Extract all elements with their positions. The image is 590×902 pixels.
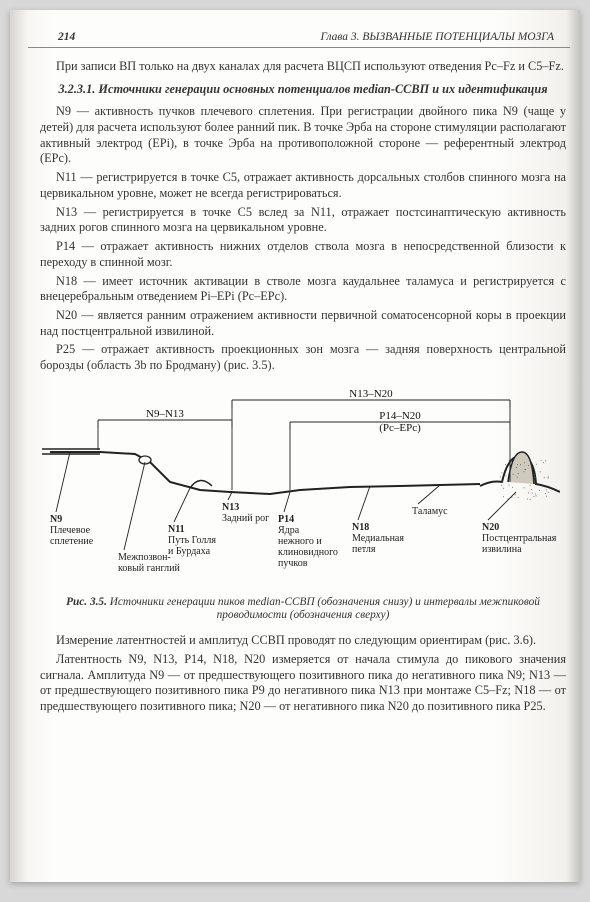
svg-text:Ядра: Ядра bbox=[278, 525, 300, 536]
definitions-block: N9 — активность пучков плечевого сплетен… bbox=[40, 104, 566, 374]
svg-text:P14–N20: P14–N20 bbox=[379, 410, 421, 422]
svg-text:Медиальная: Медиальная bbox=[352, 533, 404, 544]
after-figure-block: Измерение латентностей и амплитуд ССВП п… bbox=[40, 633, 566, 715]
definition-paragraph: N11 — регистрируется в точке C5, отражае… bbox=[40, 170, 566, 201]
svg-text:Путь Голля: Путь Голля bbox=[168, 535, 216, 546]
chapter-title: Глава 3. ВЫЗВАННЫЕ ПОТЕНЦИАЛЫ МОЗГА bbox=[321, 30, 554, 45]
svg-text:Межпозвон-: Межпозвон- bbox=[118, 552, 171, 563]
figure-caption-ref: Рис. 3.5. bbox=[66, 596, 107, 608]
after-figure-paragraph: Измерение латентностей и амплитуд ССВП п… bbox=[40, 633, 566, 649]
after-figure-paragraph: Латентность N9, N13, P14, N18, N20 измер… bbox=[40, 652, 566, 715]
figure-3-5: N13–N20 N9–N13 P14–N20(Pc–EPc) N9Плечевоесп… bbox=[40, 382, 560, 592]
svg-text:N11: N11 bbox=[168, 524, 185, 535]
figure-svg: N13–N20 N9–N13 P14–N20(Pc–EPc) N9Плечевоесп… bbox=[40, 382, 560, 592]
svg-text:N20: N20 bbox=[482, 522, 499, 533]
definition-paragraph: N9 — активность пучков плечевого сплетен… bbox=[40, 104, 566, 167]
svg-text:и Бурдаха: и Бурдаха bbox=[168, 546, 211, 557]
figure-caption: Рис. 3.5. Источники генерации пиков medi… bbox=[50, 596, 556, 623]
svg-text:N9: N9 bbox=[50, 514, 62, 525]
intro-paragraph: При записи ВП только на двух каналах для… bbox=[40, 59, 566, 75]
svg-text:P14: P14 bbox=[278, 514, 294, 525]
definition-paragraph: N13 — регистрируется в точке C5 вслед за… bbox=[40, 205, 566, 236]
svg-text:Таламус: Таламус bbox=[412, 506, 448, 517]
svg-text:сплетение: сплетение bbox=[50, 536, 94, 547]
svg-text:ковый ганглий: ковый ганглий bbox=[118, 563, 180, 574]
definition-paragraph: N18 — имеет источник активации в стволе … bbox=[40, 274, 566, 305]
definition-paragraph: P14 — отражает активность нижних отделов… bbox=[40, 239, 566, 270]
svg-text:Постцентральная: Постцентральная bbox=[482, 533, 557, 544]
svg-text:N13–N20: N13–N20 bbox=[349, 388, 393, 400]
svg-text:N18: N18 bbox=[352, 522, 369, 533]
svg-text:пучков: пучков bbox=[278, 558, 308, 569]
section-title: 3.2.3.1. Источники генерации основных по… bbox=[40, 82, 566, 98]
page-number: 214 bbox=[58, 30, 75, 45]
svg-text:Задний рог: Задний рог bbox=[222, 513, 269, 524]
svg-text:нежного и: нежного и bbox=[278, 536, 322, 547]
svg-text:петля: петля bbox=[352, 544, 376, 555]
svg-text:N13: N13 bbox=[222, 502, 239, 513]
svg-text:Плечевое: Плечевое bbox=[50, 525, 91, 536]
definition-paragraph: P25 — отражает активность проекционных з… bbox=[40, 342, 566, 373]
figure-caption-text: Источники генерации пиков median-ССВП (о… bbox=[110, 596, 540, 622]
svg-text:клиновидного: клиновидного bbox=[278, 547, 338, 558]
svg-text:извилина: извилина bbox=[482, 544, 522, 555]
definition-paragraph: N20 — является ранним отражением активно… bbox=[40, 308, 566, 339]
svg-text:(Pc–EPc): (Pc–EPc) bbox=[379, 422, 421, 434]
page-header: 214 Глава 3. ВЫЗВАННЫЕ ПОТЕНЦИАЛЫ МОЗГА bbox=[28, 10, 570, 48]
page-body: При записи ВП только на двух каналах для… bbox=[10, 48, 580, 715]
svg-text:N9–N13: N9–N13 bbox=[146, 408, 184, 420]
book-page: 214 Глава 3. ВЫЗВАННЫЕ ПОТЕНЦИАЛЫ МОЗГА … bbox=[10, 10, 580, 882]
